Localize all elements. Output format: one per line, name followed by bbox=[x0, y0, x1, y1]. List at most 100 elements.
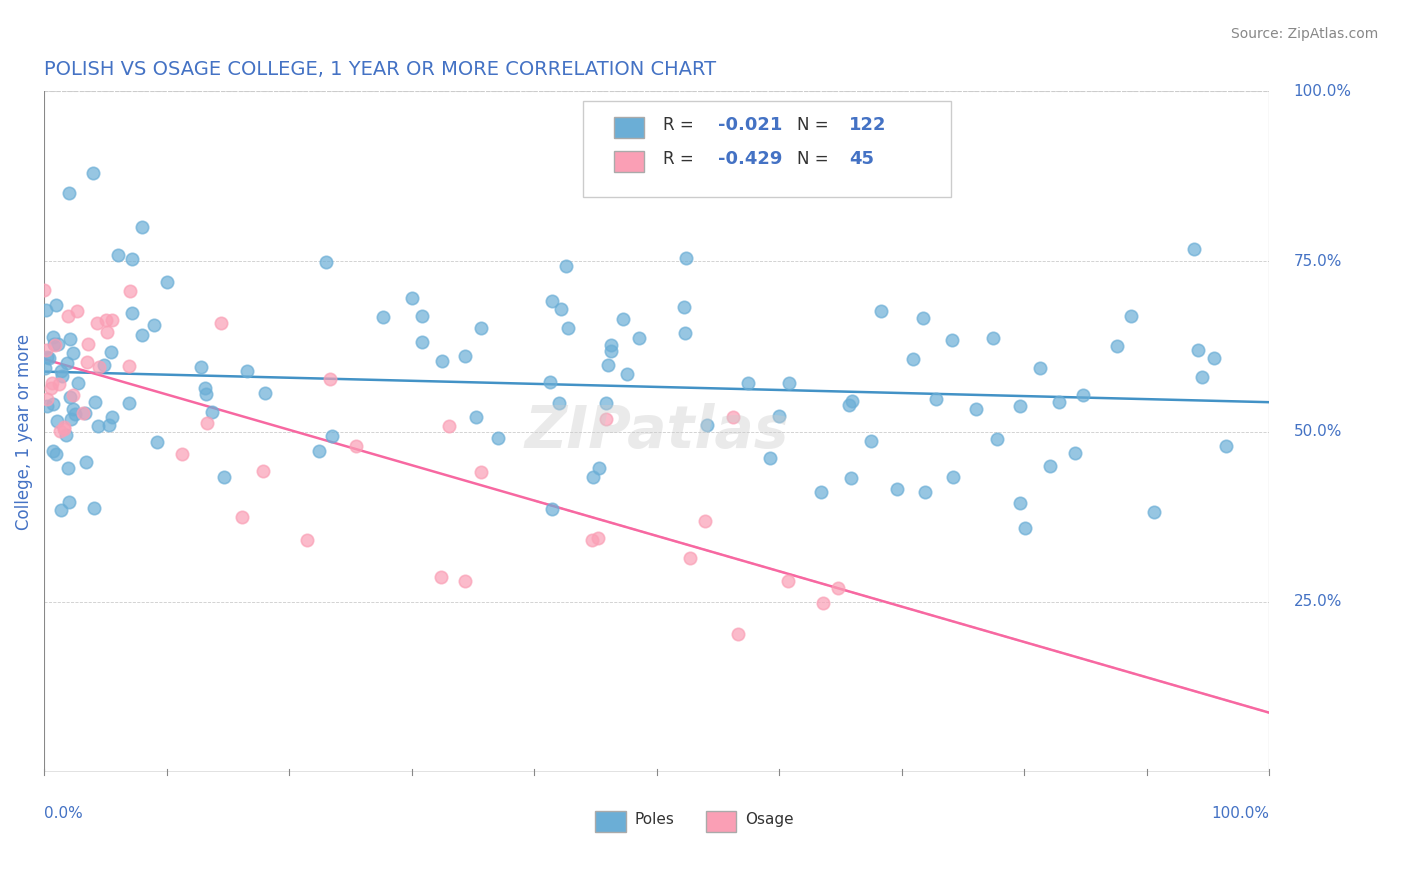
Point bbox=[1014, 521, 1036, 535]
Point bbox=[120, 284, 142, 298]
Point bbox=[869, 303, 891, 318]
Point bbox=[555, 260, 578, 274]
Point bbox=[486, 431, 509, 445]
Point bbox=[107, 247, 129, 261]
Point bbox=[59, 390, 82, 404]
Point bbox=[252, 464, 274, 478]
Text: ZIPatlas: ZIPatlas bbox=[524, 403, 789, 460]
Point bbox=[62, 388, 84, 402]
Point bbox=[44, 338, 66, 352]
Point bbox=[600, 344, 623, 359]
Point bbox=[35, 400, 58, 414]
Point bbox=[673, 326, 696, 340]
Text: -0.021: -0.021 bbox=[718, 116, 782, 135]
FancyBboxPatch shape bbox=[706, 812, 737, 832]
Point bbox=[35, 303, 58, 318]
Point bbox=[82, 166, 104, 180]
Point bbox=[53, 420, 76, 434]
Point bbox=[981, 331, 1004, 345]
Text: R =: R = bbox=[662, 151, 699, 169]
Point bbox=[118, 359, 141, 373]
Point bbox=[297, 533, 319, 548]
FancyBboxPatch shape bbox=[595, 812, 626, 832]
Point bbox=[209, 316, 232, 330]
Point bbox=[41, 443, 63, 458]
Point bbox=[49, 503, 72, 517]
Point bbox=[1184, 243, 1206, 257]
Point bbox=[411, 309, 433, 323]
Point bbox=[321, 428, 343, 442]
FancyBboxPatch shape bbox=[613, 117, 644, 137]
FancyBboxPatch shape bbox=[613, 151, 644, 171]
Point bbox=[72, 407, 94, 421]
Text: R =: R = bbox=[662, 116, 699, 135]
Point bbox=[1105, 339, 1128, 353]
Text: 0.0%: 0.0% bbox=[44, 806, 83, 821]
Point bbox=[541, 502, 564, 516]
FancyBboxPatch shape bbox=[583, 102, 950, 197]
Point bbox=[550, 301, 572, 316]
Point bbox=[401, 291, 423, 305]
Point bbox=[1039, 458, 1062, 473]
Point bbox=[581, 533, 603, 548]
Text: Poles: Poles bbox=[634, 812, 675, 827]
Point bbox=[437, 419, 460, 434]
Point bbox=[51, 364, 73, 378]
Point bbox=[859, 434, 882, 449]
Point bbox=[52, 422, 75, 436]
Point bbox=[308, 444, 330, 458]
Point bbox=[454, 574, 477, 589]
Point bbox=[901, 351, 924, 366]
Point bbox=[236, 364, 259, 378]
Point bbox=[190, 359, 212, 374]
Point bbox=[96, 325, 118, 339]
Point bbox=[1073, 388, 1095, 402]
Point bbox=[965, 402, 987, 417]
Point bbox=[839, 470, 862, 484]
Point bbox=[89, 360, 111, 375]
Point bbox=[73, 406, 96, 420]
Point bbox=[34, 361, 56, 376]
Point bbox=[66, 376, 89, 390]
Point bbox=[37, 392, 59, 406]
Point bbox=[34, 343, 56, 357]
Point bbox=[693, 514, 716, 528]
Point bbox=[65, 304, 87, 318]
Point bbox=[77, 337, 100, 351]
Point bbox=[827, 581, 849, 595]
Point bbox=[194, 381, 217, 395]
Point bbox=[582, 469, 605, 483]
Point bbox=[86, 316, 108, 330]
Point bbox=[811, 596, 834, 610]
Point bbox=[231, 510, 253, 524]
Point bbox=[56, 461, 79, 475]
Point bbox=[42, 330, 65, 344]
Point bbox=[121, 252, 143, 267]
Point bbox=[93, 359, 115, 373]
Point bbox=[76, 355, 98, 369]
Point bbox=[83, 500, 105, 515]
Point bbox=[344, 439, 367, 453]
Point bbox=[75, 454, 97, 468]
Point bbox=[454, 349, 477, 363]
Y-axis label: College, 1 year or more: College, 1 year or more bbox=[15, 334, 32, 530]
Point bbox=[1047, 394, 1070, 409]
Text: N =: N = bbox=[797, 116, 834, 135]
Point bbox=[155, 275, 177, 289]
Point bbox=[1191, 370, 1213, 384]
Point bbox=[98, 418, 121, 433]
Point bbox=[143, 318, 166, 333]
Point bbox=[56, 309, 79, 323]
Point bbox=[214, 470, 236, 484]
Text: 45: 45 bbox=[849, 151, 875, 169]
Point bbox=[598, 358, 620, 372]
Point bbox=[32, 283, 55, 297]
Point bbox=[838, 398, 860, 412]
Text: POLISH VS OSAGE COLLEGE, 1 YEAR OR MORE CORRELATION CHART: POLISH VS OSAGE COLLEGE, 1 YEAR OR MORE … bbox=[44, 60, 716, 78]
Point bbox=[727, 627, 749, 641]
Point bbox=[62, 401, 84, 416]
Point bbox=[1187, 343, 1209, 357]
Point bbox=[1204, 351, 1226, 365]
Point bbox=[430, 354, 453, 368]
Point bbox=[628, 331, 651, 345]
